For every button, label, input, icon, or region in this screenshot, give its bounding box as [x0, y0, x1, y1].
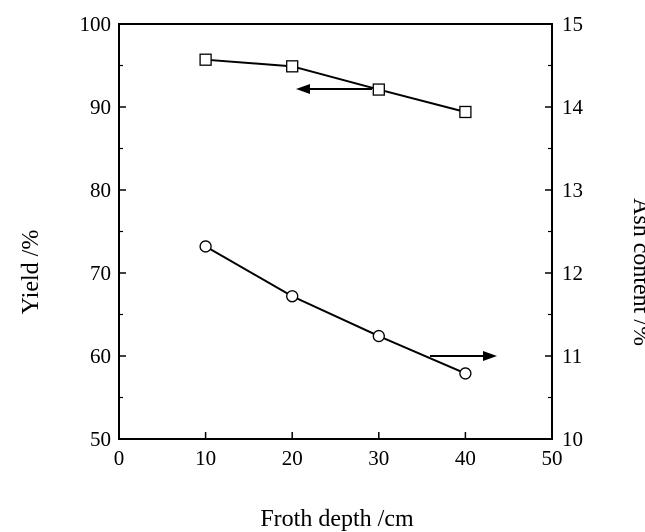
series-layer [199, 53, 472, 380]
y2-tick-label: 11 [562, 344, 582, 368]
series-line-2 [205, 245, 466, 375]
plot-frame [118, 23, 553, 440]
x-axis-label: Froth depth /cm [260, 506, 414, 532]
y-tick-label: 60 [90, 344, 111, 368]
x-tick-label: 10 [195, 446, 216, 470]
y2-tick-label: 14 [562, 95, 584, 119]
axis-ticks: 0 10 20 30 40 50 50 60 70 80 90 100 10 11 12 13 14 15 [80, 12, 584, 470]
data-point-square [199, 53, 212, 66]
data-point-circle [286, 290, 299, 303]
y2-tick-label: 15 [562, 12, 583, 36]
series-line-1 [205, 58, 466, 113]
y-axis-label: Yield /% [18, 230, 44, 315]
data-point-circle [199, 240, 212, 253]
y-tick-label: 80 [90, 178, 111, 202]
arrow-left-head [296, 84, 310, 94]
x-tick-label: 40 [455, 446, 476, 470]
y2-tick-label: 13 [562, 178, 583, 202]
data-point-circle [459, 367, 472, 380]
y-tick-label: 50 [90, 427, 111, 451]
x-tick-label: 50 [542, 446, 563, 470]
y-tick-label: 90 [90, 95, 111, 119]
data-point-circle [372, 329, 385, 343]
y2-tick-label: 12 [562, 261, 583, 285]
y2-axis-label: Ash content /% [628, 198, 645, 346]
x-tick-label: 20 [282, 446, 303, 470]
arrow-right-head [483, 351, 497, 361]
x-tick-label: 30 [368, 446, 389, 470]
annotation-layer [296, 84, 497, 361]
y2-tick-label: 10 [562, 427, 583, 451]
y-tick-label: 100 [80, 12, 112, 36]
data-point-square [459, 105, 472, 119]
y-tick-label: 70 [90, 261, 111, 285]
x-tick-label: 0 [114, 446, 125, 470]
plot-border [118, 23, 553, 440]
data-point-square [372, 83, 385, 96]
data-point-square [286, 60, 299, 73]
